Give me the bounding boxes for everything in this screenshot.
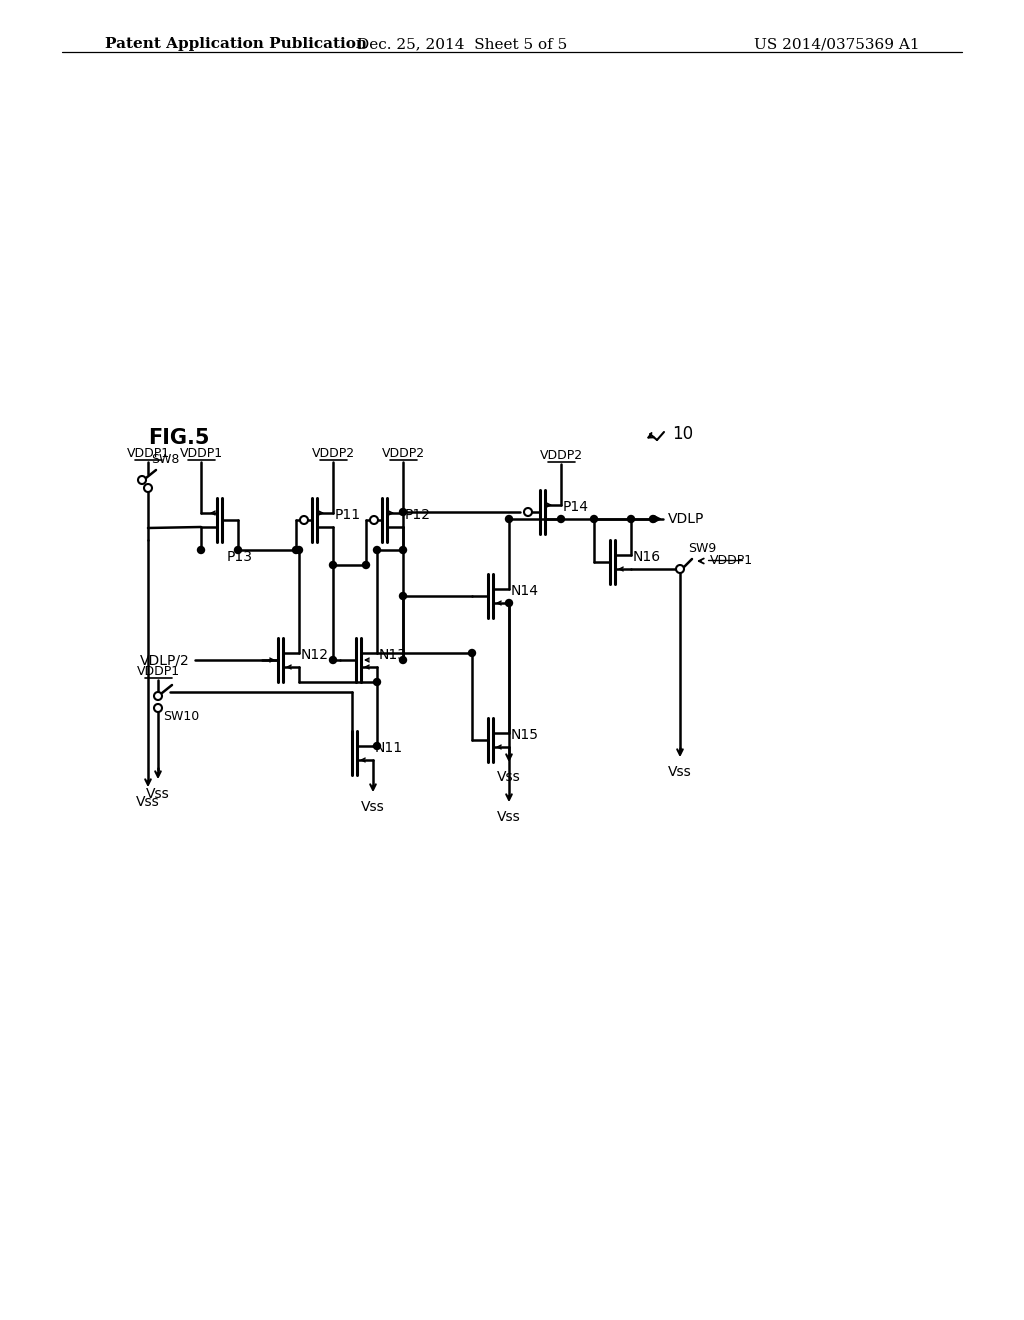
Text: P14: P14 <box>563 500 589 513</box>
Text: Patent Application Publication: Patent Application Publication <box>105 37 367 51</box>
Text: Vss: Vss <box>668 766 692 779</box>
Circle shape <box>591 516 597 523</box>
Circle shape <box>293 546 299 553</box>
Text: N15: N15 <box>511 729 539 742</box>
Circle shape <box>198 546 205 553</box>
Circle shape <box>524 508 532 516</box>
Text: N12: N12 <box>301 648 329 663</box>
Circle shape <box>399 508 407 516</box>
Text: VDLP: VDLP <box>668 512 705 525</box>
Text: P11: P11 <box>335 508 361 521</box>
Text: N11: N11 <box>375 741 403 755</box>
Text: VDDP1: VDDP1 <box>136 665 179 678</box>
Text: Vss: Vss <box>146 787 170 801</box>
Circle shape <box>330 656 337 664</box>
Circle shape <box>300 516 308 524</box>
Circle shape <box>154 692 162 700</box>
Text: SW8: SW8 <box>151 453 179 466</box>
Text: VDDP2: VDDP2 <box>540 449 583 462</box>
Circle shape <box>138 477 146 484</box>
Text: VDDP1: VDDP1 <box>710 554 753 568</box>
Circle shape <box>469 649 475 656</box>
Text: US 2014/0375369 A1: US 2014/0375369 A1 <box>755 37 920 51</box>
Text: Vss: Vss <box>136 795 160 809</box>
Text: P13: P13 <box>227 550 253 564</box>
Circle shape <box>362 561 370 569</box>
Circle shape <box>649 516 656 523</box>
Text: VDDP1: VDDP1 <box>126 447 170 459</box>
Circle shape <box>506 516 512 523</box>
Circle shape <box>154 704 162 711</box>
Circle shape <box>296 546 302 553</box>
Circle shape <box>370 516 378 524</box>
Circle shape <box>144 484 152 492</box>
Text: Vss: Vss <box>497 810 521 824</box>
Text: N13: N13 <box>379 648 407 663</box>
Text: VDLP/2: VDLP/2 <box>140 653 190 667</box>
Text: 10: 10 <box>672 425 693 444</box>
Circle shape <box>676 565 684 573</box>
Circle shape <box>374 546 381 553</box>
Text: N14: N14 <box>511 583 539 598</box>
Text: SW10: SW10 <box>163 710 200 723</box>
Text: Dec. 25, 2014  Sheet 5 of 5: Dec. 25, 2014 Sheet 5 of 5 <box>357 37 567 51</box>
Circle shape <box>374 742 381 750</box>
Text: VDDP1: VDDP1 <box>179 447 222 459</box>
Circle shape <box>234 546 242 553</box>
Text: VDDP2: VDDP2 <box>311 447 354 459</box>
Text: SW9: SW9 <box>688 543 716 554</box>
Circle shape <box>330 561 337 569</box>
Circle shape <box>399 546 407 553</box>
Circle shape <box>628 516 635 523</box>
Circle shape <box>557 516 564 523</box>
Text: N16: N16 <box>633 550 662 564</box>
Circle shape <box>374 678 381 685</box>
Circle shape <box>399 656 407 664</box>
Text: P12: P12 <box>406 508 431 521</box>
Text: Vss: Vss <box>361 800 385 814</box>
Circle shape <box>399 593 407 599</box>
Text: FIG.5: FIG.5 <box>148 428 210 447</box>
Circle shape <box>506 599 512 606</box>
Text: VDDP2: VDDP2 <box>381 447 425 459</box>
Text: Vss: Vss <box>497 770 521 784</box>
